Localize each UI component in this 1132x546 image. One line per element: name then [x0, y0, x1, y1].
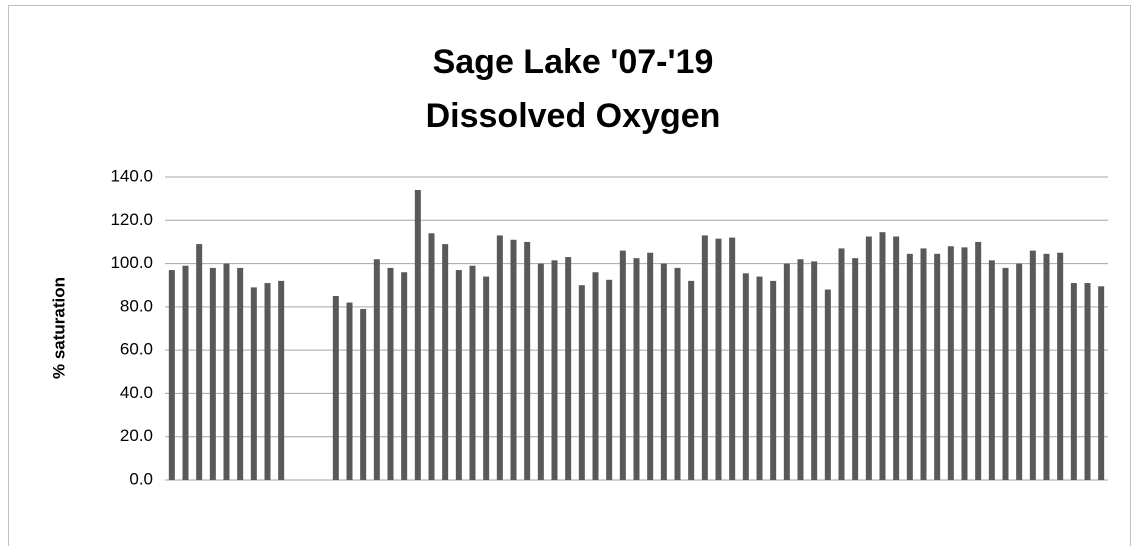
- bar: [442, 244, 449, 480]
- bar: [387, 267, 394, 480]
- bar: [428, 233, 435, 480]
- bar: [783, 263, 790, 480]
- bar: [906, 253, 913, 480]
- bar: [592, 272, 599, 480]
- bar: [606, 279, 613, 480]
- bar: [565, 257, 572, 480]
- bar: [469, 265, 476, 480]
- bar: [196, 244, 203, 480]
- bar: [332, 296, 339, 480]
- bar: [852, 258, 859, 480]
- bar: [373, 259, 380, 480]
- bar: [770, 280, 777, 480]
- bar: [947, 246, 954, 480]
- bar: [524, 241, 531, 480]
- bar: [975, 241, 982, 480]
- bar: [237, 267, 244, 480]
- bar: [360, 309, 367, 480]
- bar: [414, 189, 421, 480]
- bar: [455, 270, 462, 480]
- y-tick-label: 120.0: [110, 210, 153, 229]
- bar: [715, 238, 722, 480]
- bar: [1002, 267, 1009, 480]
- bar: [182, 265, 189, 480]
- bar: [483, 276, 490, 480]
- y-tick-label: 40.0: [120, 383, 153, 402]
- bar: [633, 258, 640, 480]
- bar: [660, 263, 667, 480]
- bar: [510, 239, 517, 480]
- bar: [688, 280, 695, 480]
- bar: [223, 263, 230, 480]
- bar: [401, 272, 408, 480]
- bar: [1016, 263, 1023, 480]
- bar: [797, 259, 804, 480]
- bar: [1043, 253, 1050, 480]
- bar: [346, 302, 353, 480]
- bar: [278, 280, 285, 480]
- y-tick-label: 20.0: [120, 426, 153, 445]
- bar: [961, 247, 968, 480]
- y-tick-label: 0.0: [129, 469, 153, 488]
- bar: [1029, 250, 1036, 480]
- bar: [578, 285, 585, 480]
- chart-title: Dissolved Oxygen: [426, 97, 721, 135]
- bar: [496, 235, 503, 480]
- y-tick-label: 100.0: [110, 253, 153, 272]
- bar: [988, 260, 995, 480]
- bar: [1084, 283, 1091, 480]
- bar: [647, 252, 654, 480]
- bar: [537, 263, 544, 480]
- bar: [756, 276, 763, 480]
- y-tick-label: 80.0: [120, 296, 153, 315]
- bar: [811, 261, 818, 480]
- chart-title: Sage Lake '07-'19: [433, 43, 714, 81]
- bar: [893, 236, 900, 480]
- bar: [729, 237, 736, 480]
- bar: [838, 248, 845, 480]
- bar: [551, 260, 558, 480]
- bar: [209, 267, 216, 480]
- bar: [619, 250, 626, 480]
- y-tick-label: 60.0: [120, 340, 153, 359]
- bar: [920, 248, 927, 480]
- bar: [1070, 283, 1077, 480]
- y-tick-label: 140.0: [110, 166, 153, 185]
- bar: [674, 267, 681, 480]
- bar: [264, 283, 271, 480]
- bar: [865, 236, 872, 480]
- bar: [1098, 286, 1105, 480]
- bar: [1057, 252, 1064, 480]
- bar: [879, 232, 886, 480]
- bar: [701, 235, 708, 480]
- bar: [250, 287, 257, 480]
- y-axis-label: % saturation: [49, 277, 68, 379]
- bar: [824, 289, 831, 480]
- bar: [742, 273, 749, 480]
- bar: [934, 253, 941, 480]
- bar: [168, 270, 175, 480]
